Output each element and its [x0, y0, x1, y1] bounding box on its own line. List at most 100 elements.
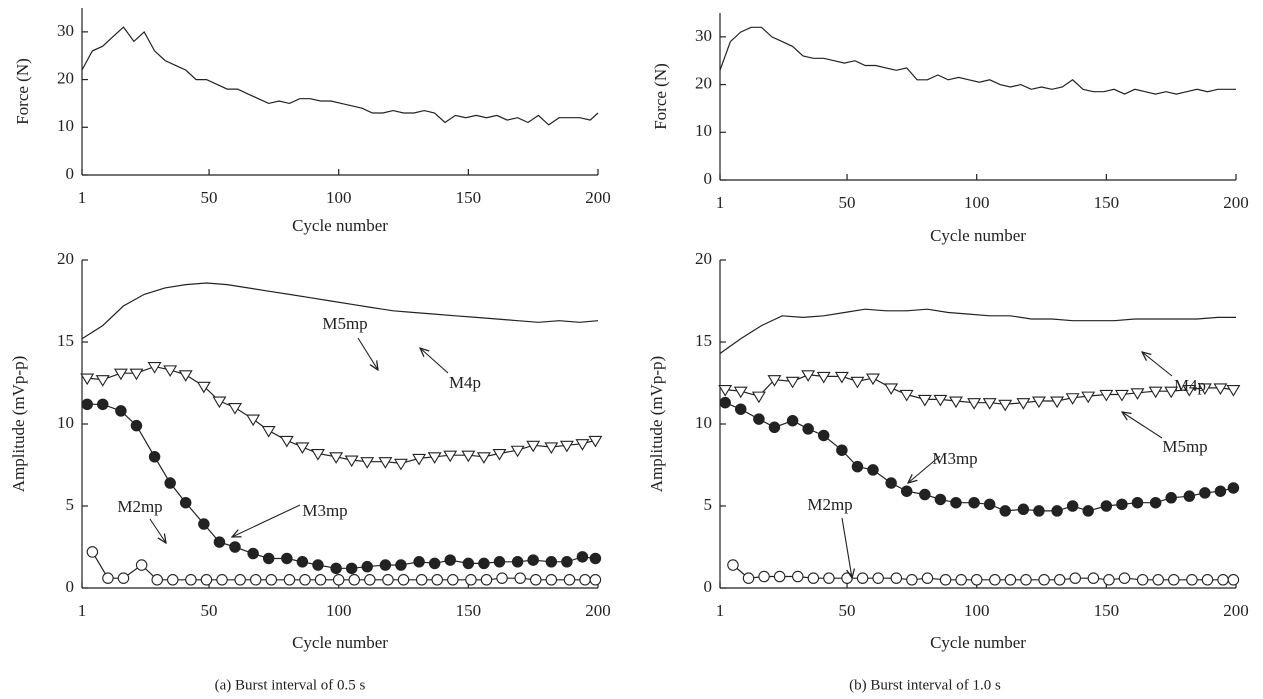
annotation: M4p	[1174, 376, 1206, 395]
circle-marker	[983, 498, 996, 511]
triangle-marker	[1081, 391, 1096, 404]
y-tick-label: 0	[66, 164, 75, 183]
circle-marker	[102, 572, 114, 584]
triangle-marker	[884, 383, 899, 395]
circle-marker	[867, 464, 879, 476]
series-line	[719, 308, 1236, 354]
circle-marker	[283, 574, 296, 586]
circle-marker	[561, 556, 573, 568]
y-tick-label: 0	[704, 577, 713, 596]
circle-marker	[249, 574, 262, 586]
x-axis-label: Cycle number	[930, 226, 1026, 245]
circle-marker	[86, 546, 99, 558]
circle-marker	[773, 570, 786, 583]
caption: (a) Burst interval of 0.5 s	[215, 677, 366, 693]
circle-marker	[511, 556, 524, 568]
circle-marker	[885, 477, 897, 489]
triangle-marker	[1031, 396, 1046, 409]
triangle-marker	[718, 385, 733, 397]
circle-marker	[1136, 574, 1149, 586]
triangle-marker	[510, 445, 525, 458]
circle-marker	[330, 562, 342, 575]
annotation: M5mp	[322, 314, 367, 333]
triangle-marker	[967, 398, 982, 410]
circle-marker	[478, 557, 490, 570]
circle-marker	[361, 560, 373, 573]
x-tick-label: 150	[1094, 193, 1120, 212]
circle-marker	[802, 423, 814, 435]
triangle-marker	[329, 452, 344, 464]
triangle-marker	[751, 391, 766, 404]
circle-marker	[444, 554, 456, 566]
circle-marker	[742, 572, 755, 584]
circle-marker	[530, 574, 542, 586]
circle-marker	[1051, 505, 1063, 517]
triangle-marker	[1213, 383, 1228, 395]
triangle-marker	[733, 386, 748, 399]
triangle-marker	[113, 368, 128, 381]
circle-marker	[989, 574, 1001, 586]
y-tick-label: 20	[57, 249, 74, 268]
triangle-marker	[1197, 383, 1212, 395]
triangle-marker	[461, 450, 476, 463]
circle-marker	[1103, 574, 1115, 586]
circle-marker	[1217, 574, 1229, 586]
circle-marker	[900, 485, 913, 497]
triangle-marker	[246, 414, 261, 427]
circle-marker	[527, 554, 539, 566]
triangle-marker	[80, 373, 95, 386]
circle-marker	[906, 574, 918, 586]
annotation-arrow	[232, 504, 301, 537]
x-tick-label: 100	[964, 193, 990, 212]
circle-marker	[727, 559, 739, 571]
circle-marker	[299, 574, 311, 586]
triangle-marker	[443, 450, 458, 463]
circle-marker	[496, 572, 508, 584]
circle-marker	[999, 505, 1011, 517]
triangle-marker	[866, 373, 880, 386]
circle-marker	[96, 398, 109, 411]
circle-marker	[589, 574, 602, 586]
circle-marker	[247, 547, 259, 560]
triangle-marker	[163, 365, 178, 377]
circle-marker	[545, 574, 558, 586]
circle-marker	[734, 403, 747, 415]
circle-marker	[348, 574, 361, 586]
triangle-marker	[228, 403, 242, 415]
x-tick-label: 150	[456, 601, 482, 620]
x-tick-label: 50	[201, 188, 218, 207]
circle-marker	[758, 570, 770, 583]
x-axis-label: Cycle number	[292, 633, 388, 652]
circle-marker	[213, 536, 226, 548]
annotation-arrow	[841, 517, 852, 578]
triangle-marker	[816, 371, 831, 384]
triangle-marker	[899, 389, 914, 402]
y-tick-label: 10	[57, 413, 74, 432]
x-tick-label: 200	[1223, 601, 1249, 620]
annotation-arrow	[1142, 352, 1173, 377]
y-tick-label: 10	[695, 413, 712, 432]
triangle-marker	[279, 435, 294, 448]
circle-marker	[265, 574, 278, 586]
series-line	[724, 402, 1234, 512]
circle-marker	[563, 574, 576, 586]
circle-marker	[1131, 496, 1144, 509]
circle-marker	[465, 574, 477, 586]
triangle-marker	[834, 371, 849, 384]
triangle-marker	[917, 394, 932, 407]
triangle-marker	[295, 442, 310, 455]
annotation-arrow	[908, 455, 941, 483]
x-tick-label: 200	[1223, 193, 1249, 212]
annotation: M4p	[449, 373, 481, 392]
circle-marker	[462, 557, 475, 570]
circle-marker	[1017, 503, 1030, 516]
circle-marker	[1227, 574, 1240, 586]
series-line	[719, 26, 1236, 95]
circle-marker	[1118, 572, 1131, 584]
x-tick-label: 100	[326, 601, 352, 620]
circle-marker	[151, 574, 163, 586]
triangle-marker	[559, 440, 574, 453]
circle-marker	[296, 556, 309, 568]
triangle-marker	[378, 457, 393, 469]
circle-marker	[856, 572, 869, 584]
